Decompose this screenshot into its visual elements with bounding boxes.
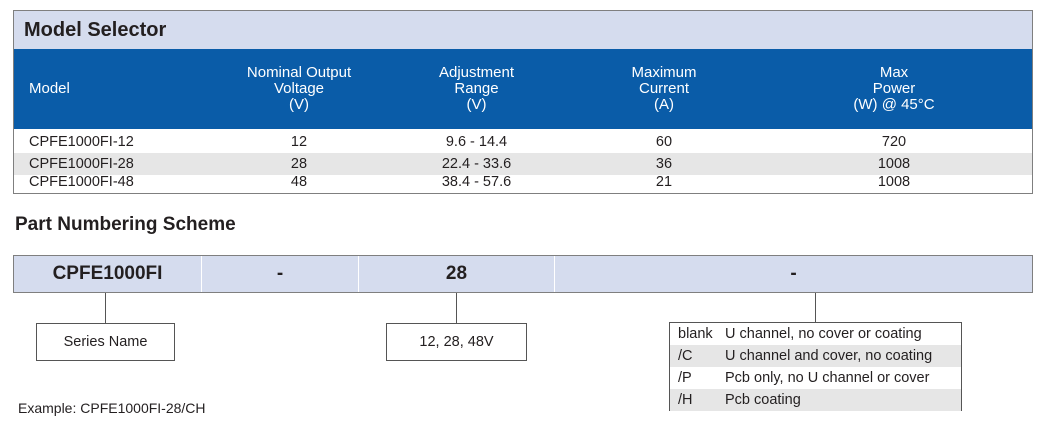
header-line: (V) <box>466 96 487 113</box>
table-header: Model Nominal Output Voltage (V) Adjustm… <box>14 49 1032 129</box>
option-code: blank <box>678 326 713 342</box>
table-row: CPFE1000FI-48 48 38.4 - 57.6 21 1008 <box>14 171 1032 193</box>
header-line: Maximum <box>631 64 697 81</box>
header-model: Model <box>29 49 70 129</box>
table-row: CPFE1000FI-12 12 9.6 - 14.4 60 720 <box>14 131 1032 153</box>
option-code: /H <box>678 392 693 408</box>
option-code: /P <box>678 370 692 386</box>
header-line: (W) @ 45°C <box>853 96 935 113</box>
connector-line <box>105 293 106 323</box>
series-name-box: Series Name <box>36 323 175 361</box>
part-numbering-title: Part Numbering Scheme <box>15 214 236 235</box>
table-row: CPFE1000FI-28 28 22.4 - 33.6 36 1008 <box>14 153 1032 175</box>
voltage-options-box: 12, 28, 48V <box>386 323 527 361</box>
connector-line <box>456 293 457 323</box>
cell-power: 1008 <box>877 156 911 172</box>
cell-model: CPFE1000FI-48 <box>29 174 134 190</box>
cell-range: 22.4 - 33.6 <box>441 156 512 172</box>
option-row: blank U channel, no cover or coating <box>670 323 961 345</box>
segment-voltage: 28 <box>359 256 555 292</box>
cell-voltage: 48 <box>290 174 308 190</box>
cell-current: 36 <box>655 156 673 172</box>
segment-series: CPFE1000FI <box>14 256 202 292</box>
part-number-bar: CPFE1000FI - 28 - <box>13 255 1033 293</box>
model-selector-table: Model Selector Model Nominal Output Volt… <box>13 10 1033 194</box>
cell-voltage: 12 <box>290 134 308 150</box>
header-line: (V) <box>289 96 309 113</box>
example-text: Example: CPFE1000FI-28/CH <box>18 400 206 416</box>
header-line: Nominal Output <box>246 64 352 81</box>
option-code: /C <box>678 348 693 364</box>
model-selector-title: Model Selector <box>14 11 1032 49</box>
segment-options: - <box>790 263 797 284</box>
cell-power: 1008 <box>877 174 911 190</box>
header-line: Current <box>638 80 690 97</box>
segment-dash: - <box>202 256 359 292</box>
header-nominal-voltage: Nominal Output Voltage (V) <box>209 49 389 129</box>
options-box: blank U channel, no cover or coating /C … <box>669 322 962 411</box>
header-max-current: Maximum Current (A) <box>574 49 754 129</box>
cell-current: 60 <box>655 134 673 150</box>
cell-power: 720 <box>881 134 907 150</box>
option-description: Pcb only, no U channel or cover <box>725 370 930 386</box>
header-adjustment-range: Adjustment Range (V) <box>389 49 564 129</box>
cell-voltage: 28 <box>290 156 308 172</box>
header-model-text: Model <box>29 80 70 97</box>
option-row: /C U channel and cover, no coating <box>670 345 961 367</box>
header-line: Power <box>872 80 916 97</box>
header-line: Max <box>879 64 909 81</box>
option-description: Pcb coating <box>725 392 801 408</box>
header-line: Range <box>454 80 499 97</box>
option-row: /H Pcb coating <box>670 389 961 411</box>
header-line: Voltage <box>273 80 325 97</box>
option-description: U channel, no cover or coating <box>725 326 922 342</box>
connector-line <box>815 293 816 322</box>
cell-model: CPFE1000FI-12 <box>29 134 134 150</box>
cell-current: 21 <box>655 174 673 190</box>
cell-range: 9.6 - 14.4 <box>445 134 508 150</box>
cell-range: 38.4 - 57.6 <box>441 174 512 190</box>
header-max-power: Max Power (W) @ 45°C <box>804 49 984 129</box>
cell-model: CPFE1000FI-28 <box>29 156 134 172</box>
option-description: U channel and cover, no coating <box>725 348 933 364</box>
option-row: /P Pcb only, no U channel or cover <box>670 367 961 389</box>
header-line: (A) <box>654 96 674 113</box>
header-line: Adjustment <box>438 64 515 81</box>
